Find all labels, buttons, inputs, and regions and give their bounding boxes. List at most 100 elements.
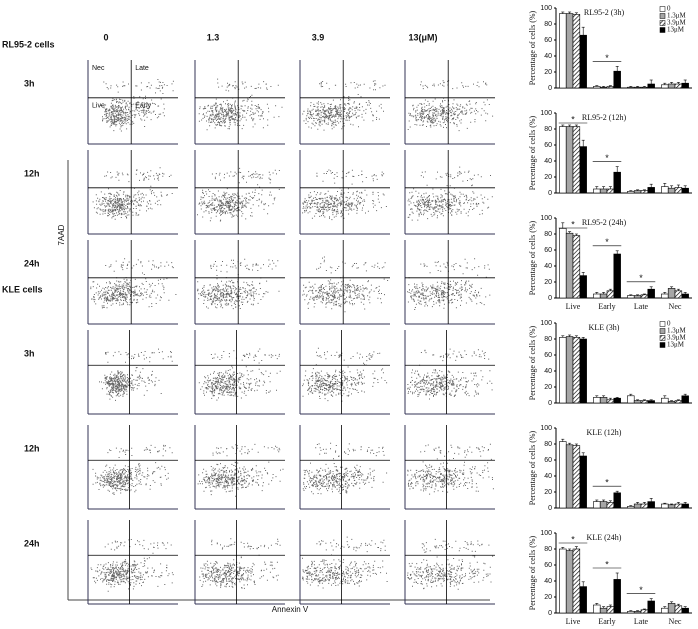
bar (640, 400, 649, 404)
bar (613, 253, 621, 299)
y-tick-label: 100 (540, 425, 552, 432)
time-label: 12h (24, 168, 40, 178)
significance-label: * (571, 534, 575, 544)
bar (674, 83, 683, 89)
bar (661, 84, 669, 89)
y-axis-label: Percentage of cells (%) (528, 220, 537, 295)
category-label: Nec (669, 617, 682, 626)
bar (606, 290, 615, 299)
dose-label: 3.9 (312, 32, 325, 42)
category-label: Early (598, 302, 615, 311)
dots (407, 443, 494, 495)
dot-plot (194, 520, 285, 605)
bar (599, 188, 608, 194)
time-label: 3h (24, 348, 35, 358)
dot-plot (87, 425, 178, 510)
bar (565, 336, 574, 404)
y-tick-label: 40 (544, 578, 552, 585)
y-tick-label: 20 (544, 69, 552, 76)
y-tick-label: 20 (544, 279, 552, 286)
dots (407, 166, 493, 221)
y-tick-label: 100 (540, 5, 552, 12)
bar (647, 288, 655, 299)
chart-title: KLE (12h) (587, 428, 622, 437)
dot-plot (299, 520, 390, 605)
category-label: Live (566, 617, 581, 626)
legend-swatch (659, 342, 666, 348)
y-tick-label: 0 (548, 400, 552, 407)
bar (579, 338, 587, 404)
y-tick-label: 20 (544, 594, 552, 601)
dot-plot (404, 520, 495, 605)
bar (647, 83, 655, 89)
bar (674, 400, 683, 404)
y-tick-label: 100 (540, 320, 552, 327)
dot-plot (404, 240, 495, 325)
legend-label: 13μM (667, 26, 685, 34)
y-tick-label: 60 (544, 142, 552, 149)
significance-label: * (605, 53, 609, 63)
quadrant-label: Live (92, 103, 105, 110)
dot-plot (87, 240, 178, 325)
legend-label: 1.3μM (667, 12, 687, 20)
legend-label: 0 (667, 320, 671, 328)
bar (661, 293, 669, 299)
cell-line-label: KLE cells (2, 284, 43, 294)
dot-plot: Nec Late Live Early (87, 60, 178, 145)
dots (302, 256, 389, 313)
bar (681, 503, 689, 509)
y-tick-label: 60 (544, 37, 552, 44)
y-tick-label: 40 (544, 368, 552, 375)
y-tick-label: 20 (544, 384, 552, 391)
bar (667, 187, 676, 194)
significance-label: * (571, 114, 575, 124)
dot-plot (194, 425, 285, 510)
y-tick-label: 40 (544, 53, 552, 60)
bar (613, 397, 621, 404)
bar (667, 504, 676, 509)
bar (572, 548, 581, 614)
bar (661, 503, 669, 509)
legend-swatch (659, 13, 666, 19)
time-label: 24h (24, 258, 40, 268)
bar (579, 586, 587, 614)
dot-plot (87, 150, 178, 235)
time-label: 3h (24, 78, 35, 88)
bar (559, 228, 567, 299)
dots (407, 348, 493, 400)
y-tick-label: 80 (544, 231, 552, 238)
y-tick-label: 100 (540, 110, 552, 117)
significance-label: * (571, 219, 575, 229)
legend-swatch (659, 20, 666, 26)
legend-label: 3.9μM (667, 19, 687, 27)
significance-label: * (639, 585, 643, 595)
quadrant-label: Late (135, 65, 149, 72)
category-label: Early (598, 617, 615, 626)
bar (599, 501, 608, 509)
bar (661, 186, 669, 194)
legend-swatch (659, 6, 666, 12)
dose-label: 13(μM) (408, 32, 437, 42)
cell-line-label: RL95-2 cells (2, 39, 55, 49)
y-tick-label: 40 (544, 473, 552, 480)
dots (90, 258, 177, 309)
dot-plot (299, 425, 390, 510)
category-label: Nec (669, 302, 682, 311)
dots (99, 348, 173, 401)
bar (572, 14, 581, 89)
bar (565, 550, 574, 614)
bar (681, 82, 689, 89)
bar (681, 187, 689, 194)
bar (627, 611, 635, 614)
bar (593, 501, 601, 509)
bar (627, 86, 635, 89)
y-tick-label: 80 (544, 126, 552, 133)
bar (640, 294, 649, 299)
legend-label: 1.3μM (667, 327, 687, 335)
y-tick-label: 60 (544, 457, 552, 464)
y-tick-label: 80 (544, 21, 552, 28)
bar (565, 232, 574, 299)
bar (593, 293, 601, 299)
y-axis-label: Percentage of cells (%) (528, 430, 537, 505)
